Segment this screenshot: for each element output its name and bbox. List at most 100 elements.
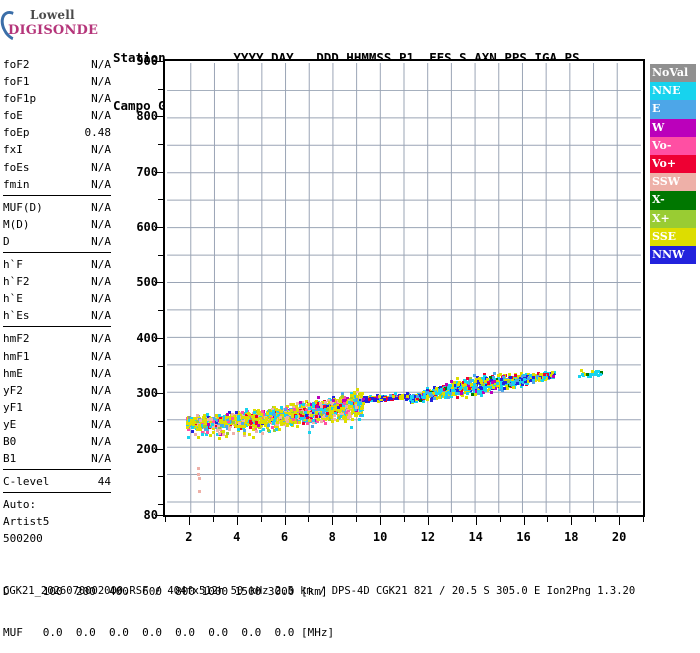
- scatter-point: [216, 419, 220, 423]
- y-axis-minor-tick: [158, 199, 163, 201]
- scatter-point: [272, 410, 275, 414]
- scatter-point: [343, 401, 347, 405]
- y-axis-tick-label: 500: [136, 275, 158, 290]
- scatter-point: [457, 391, 461, 395]
- scatter-point: [187, 416, 191, 420]
- legend-item-sse[interactable]: SSE: [650, 227, 696, 246]
- scatter-point: [550, 374, 554, 378]
- scatter-point: [263, 415, 267, 419]
- scatter-point: [231, 417, 235, 421]
- scatter-point: [258, 416, 262, 420]
- legend-item-noval[interactable]: NoVal: [650, 64, 696, 83]
- scatter-point: [469, 378, 473, 382]
- param-row: h`Es N/A: [3, 307, 111, 324]
- scatter-point: [531, 380, 535, 384]
- param-key: B0: [3, 434, 17, 448]
- scatter-point: [459, 386, 463, 390]
- scatter-point: [472, 382, 476, 386]
- scatter-point: [301, 401, 304, 405]
- scatter-point: [501, 381, 505, 385]
- legend-item-vo[interactable]: Vo+: [650, 154, 696, 174]
- x-axis-minor-tick: [260, 517, 262, 522]
- scatter-point: [354, 406, 358, 410]
- scatter-point: [298, 401, 302, 405]
- scatter-point: [196, 419, 200, 423]
- scatter-point: [498, 388, 502, 392]
- legend-item-x[interactable]: X-: [650, 191, 696, 210]
- scatter-point: [253, 425, 257, 429]
- scatter-point: [355, 409, 359, 413]
- scatter-point: [320, 405, 324, 409]
- scatter-point: [319, 408, 323, 412]
- legend-item-x[interactable]: X+: [650, 209, 696, 228]
- scatter-point: [277, 427, 281, 431]
- scatter-point: [283, 409, 287, 413]
- scatter-point: [324, 404, 328, 408]
- scatter-point: [473, 380, 477, 384]
- scatter-point: [367, 399, 371, 403]
- param-row: fmin N/A: [3, 176, 111, 193]
- x-axis-minor-tick: [165, 517, 166, 522]
- scatter-point: [493, 379, 497, 383]
- scatter-point: [471, 378, 475, 382]
- scatter-point: [453, 384, 457, 388]
- param-key: fxI: [3, 143, 23, 157]
- scatter-point: [460, 394, 464, 397]
- scatter-point: [280, 416, 284, 420]
- scatter-point: [415, 397, 419, 400]
- scatter-point: [308, 410, 312, 413]
- scatter-point: [432, 388, 436, 392]
- scatter-point: [332, 418, 336, 422]
- scatter-point: [266, 423, 270, 427]
- scatter-point: [229, 425, 233, 429]
- scatter-point: [488, 378, 492, 382]
- scatter-point: [287, 418, 291, 422]
- y-axis-tick: [155, 515, 163, 516]
- scatter-point: [257, 423, 260, 427]
- param-row: foF2 N/A: [3, 56, 111, 73]
- scatter-point: [432, 386, 436, 390]
- scatter-point: [450, 394, 453, 398]
- scatter-point: [204, 432, 208, 436]
- param-key: h`E: [3, 292, 23, 306]
- scatter-point: [321, 401, 325, 405]
- scatter-point: [342, 407, 346, 411]
- auto-scaler-code: 500200: [3, 532, 43, 546]
- ionogram-plot[interactable]: [163, 59, 645, 517]
- scatter-point: [503, 379, 507, 382]
- scatter-point: [311, 404, 315, 408]
- scatter-point: [256, 409, 260, 413]
- scatter-point: [228, 417, 232, 421]
- scatter-point: [490, 380, 494, 384]
- scatter-point: [537, 379, 541, 383]
- scatter-point: [486, 378, 489, 382]
- scatter-point: [325, 417, 329, 421]
- scatter-point: [329, 406, 333, 410]
- x-axis-tick: [475, 517, 477, 525]
- legend-item-vo[interactable]: Vo-: [650, 136, 696, 155]
- legend-item-ssw[interactable]: SSW: [650, 173, 696, 192]
- param-value: N/A: [91, 452, 111, 466]
- scatter-point: [440, 388, 444, 392]
- divider: [3, 194, 111, 196]
- scatter-point: [279, 422, 283, 426]
- scatter-point: [294, 411, 298, 415]
- scatter-point: [358, 400, 362, 404]
- scatter-point: [448, 390, 452, 394]
- scatter-point: [356, 401, 360, 405]
- scatter-point: [382, 397, 386, 401]
- scatter-point: [384, 397, 388, 401]
- param-key: h`F2: [3, 275, 30, 289]
- legend-item-nne[interactable]: NNE: [650, 82, 696, 101]
- scatter-point: [280, 406, 284, 410]
- legend-item-w[interactable]: W: [650, 118, 696, 137]
- legend-item-e[interactable]: E: [650, 100, 696, 119]
- scatter-point: [349, 405, 353, 409]
- legend-item-nnw[interactable]: NNW: [650, 245, 696, 265]
- scatter-point: [209, 418, 213, 422]
- scatter-point: [304, 414, 308, 418]
- scatter-point: [484, 380, 488, 384]
- scatter-point: [292, 408, 296, 412]
- scatter-point: [338, 403, 342, 407]
- scatter-point: [593, 371, 596, 374]
